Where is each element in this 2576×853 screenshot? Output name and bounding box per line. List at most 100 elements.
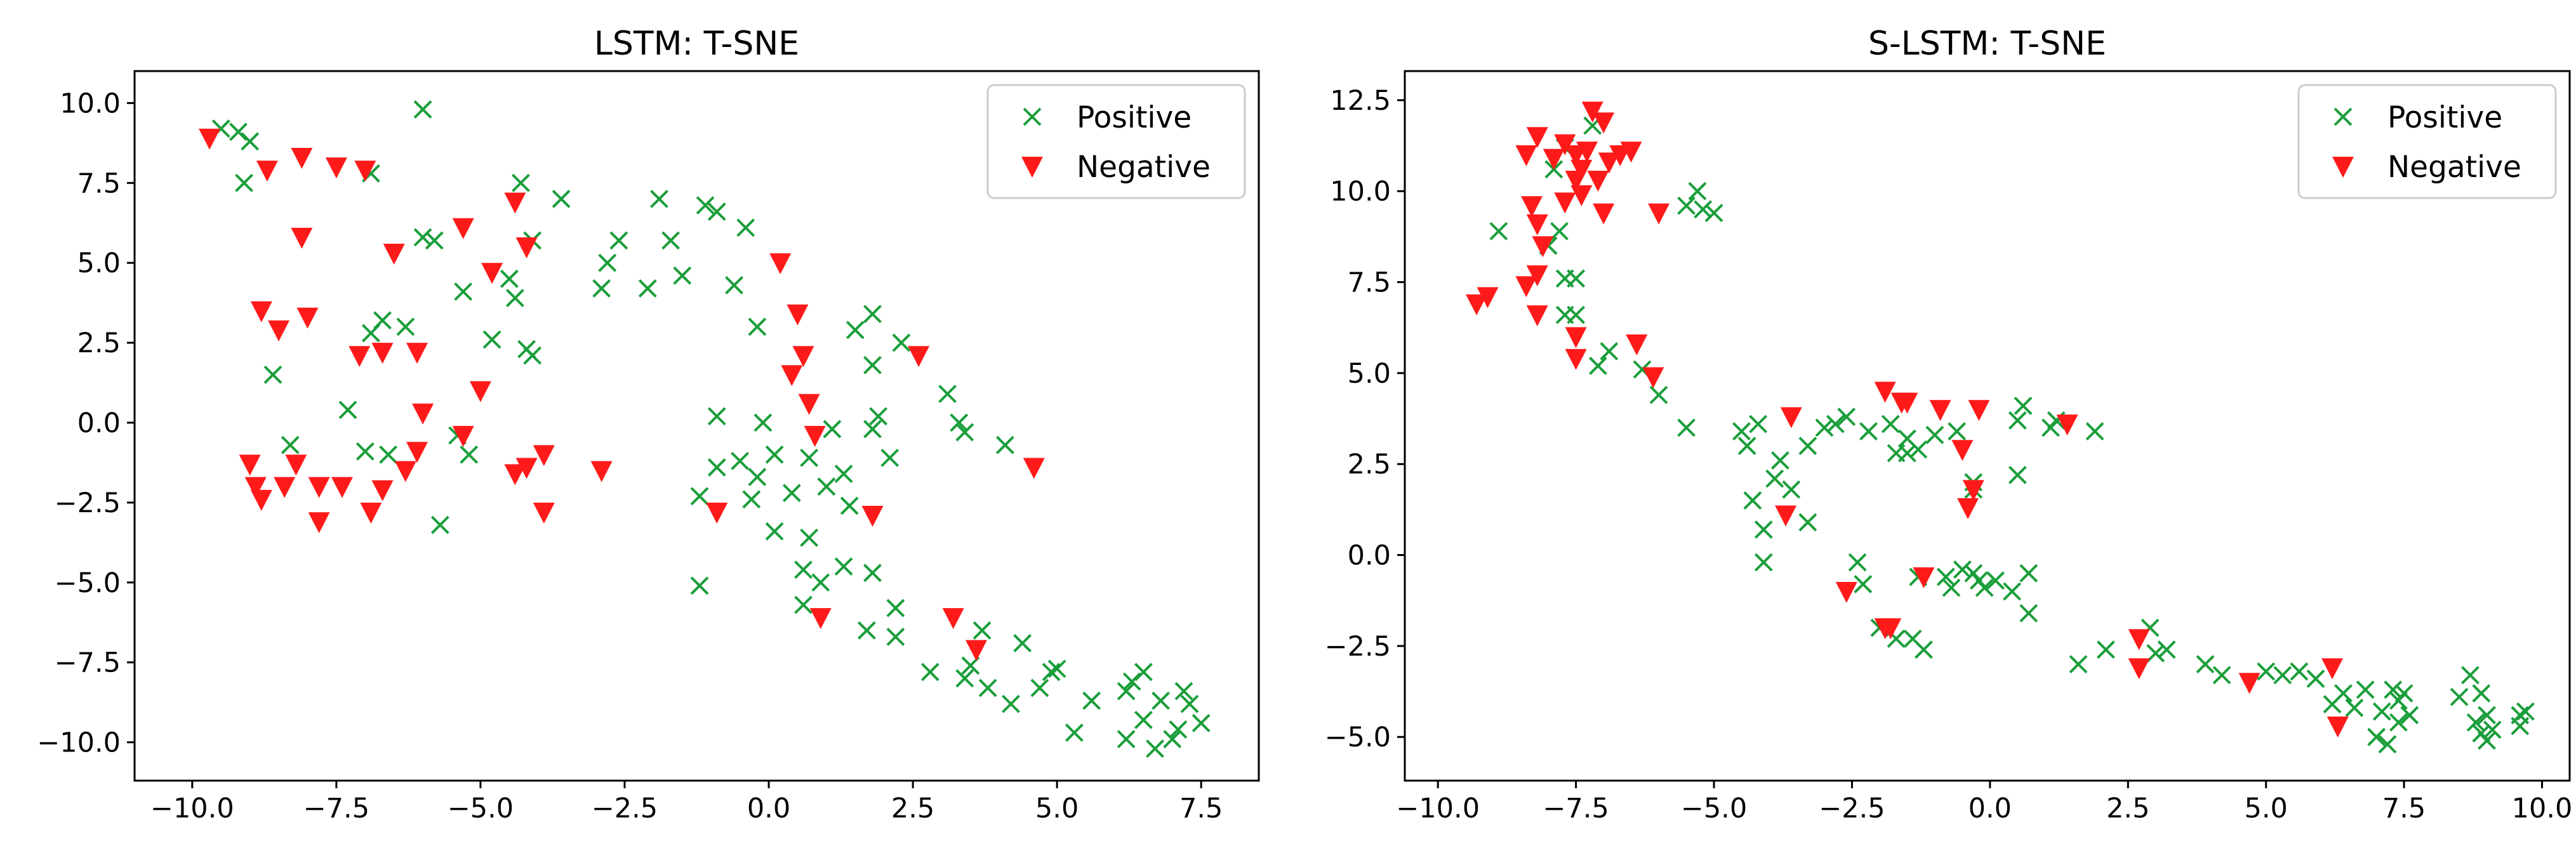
data-point-positive [1152,691,1171,710]
data-point-negative [1526,265,1548,287]
data-point-positive [263,366,282,384]
data-point-positive [725,276,743,294]
data-point-positive [2461,666,2480,685]
data-point-negative [1543,149,1565,170]
data-point-negative [1570,185,1593,206]
data-point-positive [823,420,842,439]
data-point-positive [430,515,449,534]
data-point-positive [690,576,709,595]
data-point-positive [2378,735,2397,754]
data-point-positive [2516,702,2535,721]
data-point-positive [609,231,628,250]
data-point-negative [1957,498,1979,519]
data-point-positive [2069,655,2088,673]
data-point-positive [2290,662,2309,681]
data-point-positive [1169,720,1188,739]
data-point-positive [281,435,300,454]
data-point-negative [1780,407,1802,428]
data-point-positive [754,413,773,432]
data-point-negative [533,502,555,524]
data-point-negative [1515,145,1537,166]
data-point-positive [1649,385,1668,404]
data-point-positive [1013,634,1032,652]
data-point-positive [2394,684,2413,703]
y-tick-label: 10.0 [1330,176,1391,208]
data-point-positive [2306,670,2325,688]
data-point-positive [2196,655,2215,673]
data-point-positive [379,445,398,464]
y-tick-label: 10.0 [60,88,121,119]
y-tick-label: 0.0 [77,407,121,439]
y-tick-label: 5.0 [77,248,121,279]
legend-label-negative: Negative [1077,150,1211,185]
data-point-negative [504,464,526,486]
series-negative [1466,102,2349,737]
data-point-negative [2128,658,2150,680]
data-point-positive [880,448,900,467]
data-point-positive [2085,422,2104,441]
data-point-negative [1913,567,1935,588]
y-tick-label: 2.5 [77,327,121,359]
data-point-positive [1948,422,1967,441]
data-point-positive [1854,574,1873,593]
data-point-positive [863,564,882,583]
data-point-negative [798,393,820,415]
data-point-positive [2478,731,2496,750]
data-point-positive [2273,666,2292,685]
y-tick-label: 5.0 [1348,358,1391,390]
data-point-positive [1134,710,1153,729]
series-positive [1489,116,2535,754]
data-point-positive [413,228,432,247]
data-point-positive [1859,422,1878,441]
data-point-positive [800,448,819,467]
data-point-positive [731,451,750,470]
data-point-positive [1117,730,1136,748]
data-point-positive [1897,444,1916,463]
data-point-negative [515,237,538,258]
data-point-negative [1526,305,1548,327]
data-point-positive [1192,713,1211,732]
data-point-negative [1565,171,1587,192]
data-point-negative [908,346,930,367]
data-point-positive [500,269,519,288]
y-tick-label: 7.5 [1348,267,1391,299]
data-point-positive [2008,411,2027,430]
legend: Positive Negative [986,84,1246,199]
data-point-positive [834,465,853,483]
data-point-positive [1754,553,1773,572]
data-point-positive [1909,440,1928,459]
data-point-positive [950,413,969,432]
data-point-positive [2384,680,2403,699]
data-point-positive [1065,724,1084,742]
data-point-negative [325,157,347,179]
data-point-positive [1082,691,1101,710]
data-point-positive [1117,682,1136,701]
data-point-positive [955,669,974,688]
x-tick-label: 0.0 [747,793,790,824]
x-tick-label: 2.5 [891,793,934,824]
data-point-negative [1526,127,1548,149]
data-point-positive [1550,222,1569,241]
x-tick-label: −7.5 [303,793,369,824]
data-point-positive [2008,465,2027,484]
data-point-positive [2019,564,2038,583]
data-point-positive [2466,713,2485,732]
data-point-negative [2128,629,2150,651]
data-point-negative [2238,673,2261,694]
data-point-positive [973,621,992,640]
data-point-negative [1581,102,1603,123]
data-point-negative [1962,480,1984,501]
plot-area [1466,102,2535,754]
legend-box [2297,84,2557,199]
data-point-negative [1951,440,1974,461]
data-point-negative [250,301,272,322]
data-point-negative [1880,618,1902,640]
legend-marker-positive [2334,107,2353,126]
data-point-positive [1567,305,1586,324]
data-point-positive [1732,422,1751,441]
data-point-positive [1042,663,1061,682]
data-point-positive [2097,640,2115,659]
data-point-negative [1968,400,1990,421]
data-point-positive [512,173,530,192]
data-point-negative [1626,334,1648,355]
